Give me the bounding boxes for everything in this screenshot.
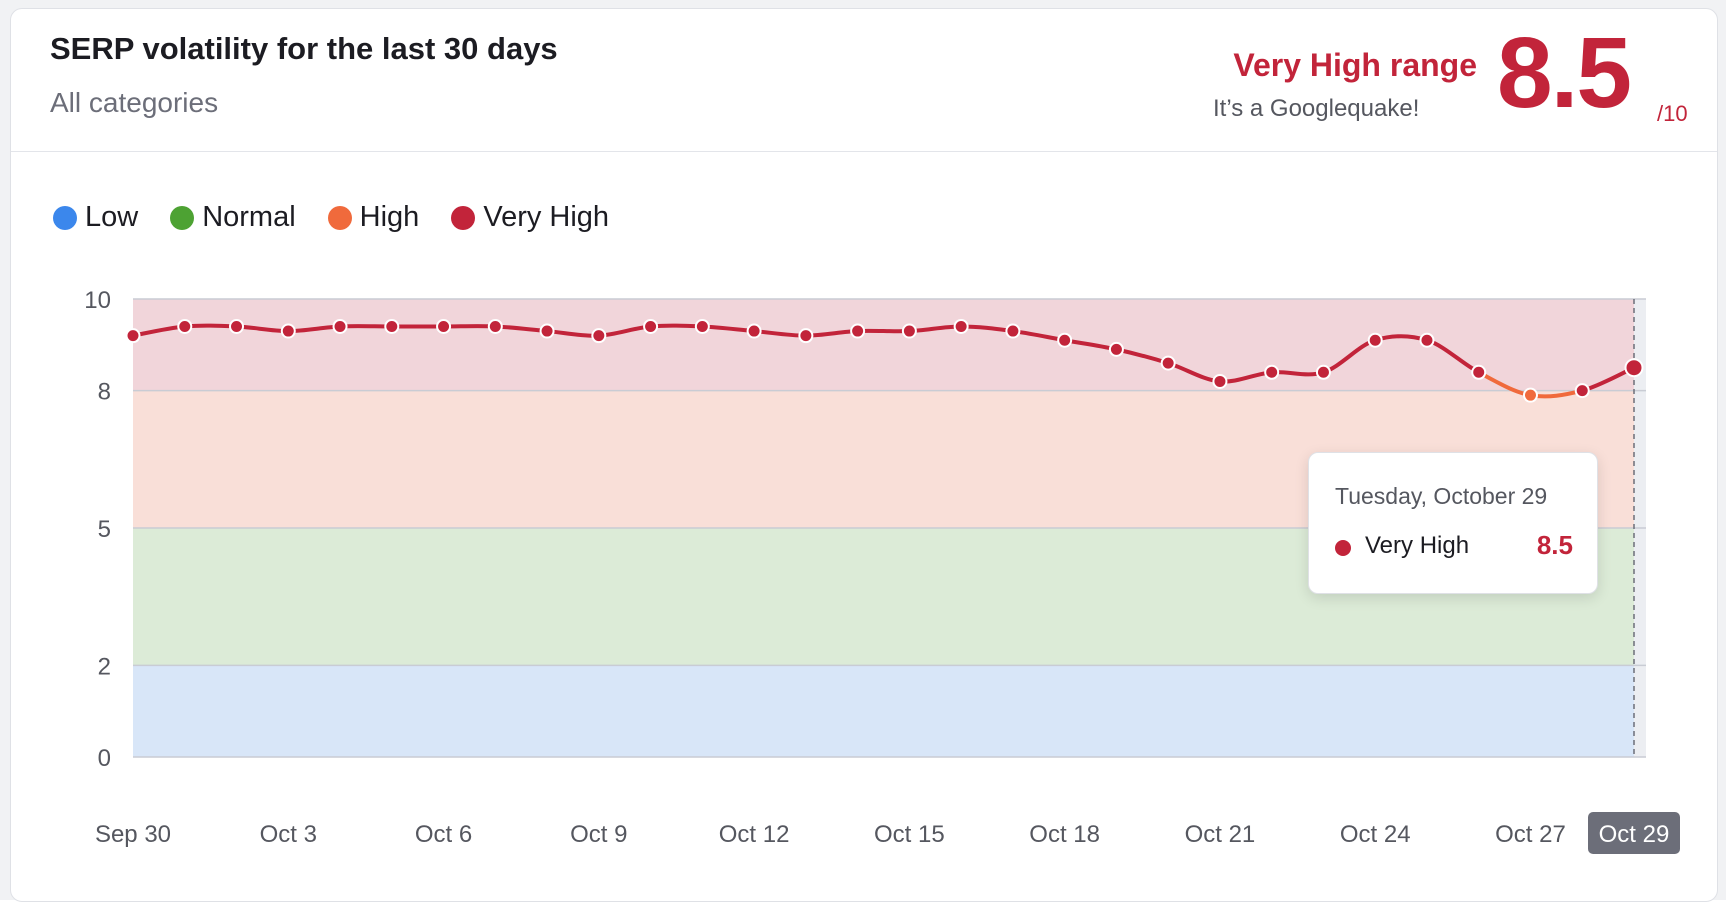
- data-point: [1110, 343, 1123, 356]
- data-point: [1265, 366, 1278, 379]
- data-point: [230, 320, 243, 333]
- x-tick-label: Oct 12: [719, 821, 790, 848]
- series-line-segment: [185, 326, 237, 327]
- series-line-segment: [1272, 372, 1324, 374]
- data-point: [851, 325, 864, 338]
- tooltip-series-dot-icon: [1335, 540, 1351, 556]
- serp-volatility-card: SERP volatility for the last 30 days All…: [10, 8, 1718, 902]
- data-point: [748, 325, 761, 338]
- data-point: [489, 320, 502, 333]
- data-point: [592, 329, 605, 342]
- data-point: [955, 320, 968, 333]
- data-point: [385, 320, 398, 333]
- x-tick-label: Oct 15: [874, 821, 945, 848]
- x-tick-label: Oct 29: [1599, 821, 1670, 848]
- tooltip-date: Tuesday, October 29: [1335, 483, 1547, 510]
- band-low: [133, 665, 1634, 757]
- data-point: [1058, 334, 1071, 347]
- x-tick-label: Oct 6: [415, 821, 472, 848]
- x-tick-label: Sep 30: [95, 821, 171, 848]
- data-point: [127, 329, 140, 342]
- data-point: [541, 325, 554, 338]
- x-tick-label: Oct 21: [1185, 821, 1256, 848]
- data-point: [1317, 366, 1330, 379]
- band-very-high: [133, 299, 1634, 391]
- x-tick-label: Oct 18: [1029, 821, 1100, 848]
- data-point: [1420, 334, 1433, 347]
- chart-tooltip: Tuesday, October 29 Very High 8.5: [1308, 452, 1598, 594]
- y-tick-label: 2: [98, 653, 111, 680]
- x-tick-label: Oct 24: [1340, 821, 1411, 848]
- x-tick-label: Oct 3: [260, 821, 317, 848]
- tooltip-series-label: Very High: [1365, 532, 1469, 560]
- data-point: [903, 325, 916, 338]
- data-point: [1213, 375, 1226, 388]
- data-point: [1576, 384, 1589, 397]
- data-point: [1369, 334, 1382, 347]
- x-tick-label: Oct 27: [1495, 821, 1566, 848]
- x-tick-label: Oct 9: [570, 821, 627, 848]
- data-point: [1006, 325, 1019, 338]
- data-point: [799, 329, 812, 342]
- data-point: [644, 320, 657, 333]
- tooltip-value: 8.5: [1537, 530, 1573, 561]
- data-point: [1472, 366, 1485, 379]
- data-point: [696, 320, 709, 333]
- data-point: [1524, 389, 1537, 402]
- y-tick-label: 10: [84, 287, 111, 314]
- data-point: [334, 320, 347, 333]
- data-point: [437, 320, 450, 333]
- data-point: [178, 320, 191, 333]
- data-point: [1626, 359, 1643, 376]
- data-point: [282, 325, 295, 338]
- y-tick-label: 5: [98, 516, 111, 543]
- series-line-segment: [651, 326, 703, 327]
- y-tick-label: 0: [98, 745, 111, 772]
- y-tick-label: 8: [98, 379, 111, 406]
- data-point: [1162, 357, 1175, 370]
